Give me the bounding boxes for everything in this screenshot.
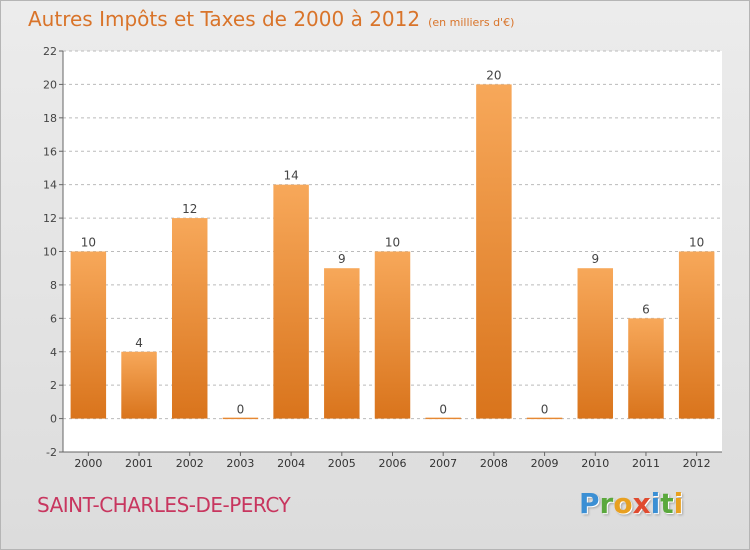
x-tick-label: 2011 <box>632 457 660 470</box>
logo-letter: P <box>579 487 600 520</box>
chart-unit: (en milliers d'€) <box>428 16 515 29</box>
logo-letter: i <box>673 487 684 520</box>
data-label: 0 <box>439 403 447 417</box>
y-tick-label: 20 <box>43 78 57 91</box>
x-tick-label: 2012 <box>683 457 711 470</box>
x-tick-label: 2005 <box>328 457 356 470</box>
bar <box>70 251 107 419</box>
bar <box>374 251 411 419</box>
data-label: 10 <box>81 236 96 250</box>
bar <box>222 417 259 420</box>
x-tick-label: 2002 <box>176 457 204 470</box>
x-tick-label: 2010 <box>581 457 609 470</box>
bar <box>171 218 208 419</box>
logo-letter: i <box>650 487 661 520</box>
x-tick-label: 2003 <box>226 457 254 470</box>
x-tick-label: 2000 <box>74 457 102 470</box>
bars: 10 4 12 0 14 9 10 0 20 0 9 6 10 <box>70 68 715 420</box>
bar <box>678 251 715 419</box>
logo-letter: o <box>613 487 633 520</box>
y-tick-label: 12 <box>43 212 57 225</box>
logo-letter: t <box>660 487 674 520</box>
y-tick-label: 8 <box>50 279 57 292</box>
logo-letter: r <box>599 487 614 520</box>
bar <box>577 268 614 419</box>
y-tick-label: 0 <box>50 413 57 426</box>
data-label: 20 <box>486 68 501 82</box>
bar <box>476 84 512 419</box>
y-axis-ticks: -2 0 2 4 6 8 10 12 14 16 18 20 22 <box>43 45 63 459</box>
data-label: 10 <box>689 236 704 250</box>
x-tick-label: 2009 <box>531 457 559 470</box>
y-tick-label: 6 <box>50 312 57 325</box>
data-label: 10 <box>385 236 400 250</box>
y-tick-label: 10 <box>43 246 57 259</box>
y-tick-label: 16 <box>43 145 57 158</box>
bar <box>628 318 664 419</box>
city-name: SAINT-CHARLES-DE-PERCY <box>37 493 291 517</box>
bar <box>526 417 563 420</box>
data-label: 6 <box>642 302 650 316</box>
x-tick-label: 2007 <box>429 457 457 470</box>
chart-title-text: Autres Impôts et Taxes de 2000 à 2012 <box>28 7 421 31</box>
y-tick-label: 4 <box>50 346 57 359</box>
x-tick-label: 2004 <box>277 457 305 470</box>
data-label: 9 <box>338 252 346 266</box>
data-label: 14 <box>283 169 298 183</box>
bar <box>324 268 360 419</box>
x-tick-label: 2001 <box>125 457 153 470</box>
y-tick-label: 22 <box>43 45 57 58</box>
bar <box>121 351 157 419</box>
y-tick-label: 2 <box>50 379 57 392</box>
data-label: 9 <box>591 252 599 266</box>
y-tick-label: 14 <box>43 179 57 192</box>
y-tick-label: -2 <box>46 446 57 459</box>
x-tick-label: 2008 <box>480 457 508 470</box>
x-tick-label: 2006 <box>379 457 407 470</box>
data-label: 4 <box>135 336 143 350</box>
bar <box>273 184 309 419</box>
proxiti-logo: Proxiti <box>579 487 683 520</box>
data-label: 0 <box>541 403 549 417</box>
data-label: 12 <box>182 202 197 216</box>
y-tick-label: 18 <box>43 112 57 125</box>
data-label: 0 <box>237 403 245 417</box>
logo-letter: x <box>632 487 651 520</box>
bar <box>425 417 461 420</box>
chart-title: Autres Impôts et Taxes de 2000 à 2012 (en… <box>28 7 514 31</box>
x-axis-ticks: 2000 2001 2002 2003 2004 2005 2006 2007 2008 2009… <box>74 452 711 470</box>
